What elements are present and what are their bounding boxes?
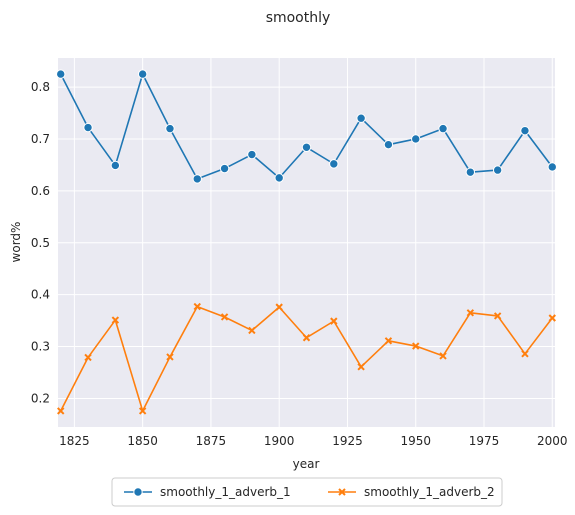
data-point [110, 160, 121, 171]
data-point [247, 149, 257, 160]
y-tick-label: 0.5 [31, 236, 50, 250]
legend-marker [338, 488, 346, 496]
data-point [274, 173, 284, 183]
legend-item: smoothly_1_adverb_2 [328, 485, 495, 499]
grid-lines [58, 58, 555, 427]
legend-marker [133, 487, 143, 497]
x-tick-label: 1975 [469, 434, 500, 448]
data-point [520, 125, 530, 136]
data-point [439, 352, 447, 360]
legend-label: smoothly_1_adverb_2 [364, 485, 495, 499]
x-axis-ticks: 1825 1850 1875 1900 1925 1950 1975 2000 [59, 434, 567, 448]
data-point [83, 122, 93, 133]
data-point [248, 326, 256, 335]
series-layer [56, 69, 557, 415]
y-tick-label: 0.7 [31, 132, 50, 146]
data-point [301, 142, 312, 152]
y-axis-ticks: 0.2 0.3 0.4 0.5 0.6 0.7 0.8 [31, 80, 50, 405]
data-point [357, 363, 365, 371]
data-point [466, 309, 475, 317]
data-point [84, 353, 92, 362]
data-point [384, 337, 393, 345]
data-point [111, 316, 120, 324]
data-point [57, 407, 65, 415]
data-point [220, 313, 229, 321]
series-smoothly_1_adverb_2 [57, 302, 556, 415]
data-point [56, 69, 66, 79]
legend-item: smoothly_1_adverb_1 [124, 485, 291, 499]
y-axis-label: word% [9, 222, 23, 263]
legend-box [111, 477, 503, 507]
data-point [166, 353, 174, 361]
data-point [521, 350, 529, 358]
data-point [356, 113, 366, 123]
data-point [193, 302, 201, 311]
x-tick-label: 1875 [196, 434, 227, 448]
y-tick-label: 0.4 [31, 288, 50, 302]
data-point [330, 317, 338, 325]
chart-title: smoothly [266, 10, 331, 26]
x-tick-label: 1900 [264, 434, 295, 448]
data-point [192, 174, 202, 184]
x-tick-label: 1925 [332, 434, 363, 448]
data-point [275, 303, 283, 311]
series-smoothly_1_adverb_1 [56, 69, 557, 184]
data-point [383, 139, 394, 150]
y-tick-label: 0.6 [31, 184, 50, 198]
data-point [329, 159, 339, 169]
legend: smoothly_1_adverb_1 smoothly_1_adverb_2 [111, 477, 503, 507]
y-tick-label: 0.3 [31, 340, 50, 354]
data-point [438, 123, 448, 134]
data-point [138, 407, 147, 415]
data-point [411, 134, 421, 144]
data-point [137, 69, 148, 79]
data-point [492, 165, 503, 175]
data-point [165, 123, 175, 134]
data-point [302, 334, 311, 342]
data-point [493, 312, 502, 320]
data-point [465, 167, 476, 177]
data-point [412, 342, 420, 350]
x-tick-label: 1825 [59, 434, 90, 448]
y-tick-label: 0.8 [31, 80, 50, 94]
data-point [219, 163, 230, 174]
legend-label: smoothly_1_adverb_1 [160, 485, 291, 499]
x-tick-label: 1950 [400, 434, 431, 448]
data-point [547, 162, 557, 172]
x-axis-label: year [293, 457, 320, 471]
x-tick-label: 2000 [537, 434, 568, 448]
data-point [548, 314, 556, 322]
y-tick-label: 0.2 [31, 391, 50, 405]
x-tick-label: 1850 [127, 434, 158, 448]
